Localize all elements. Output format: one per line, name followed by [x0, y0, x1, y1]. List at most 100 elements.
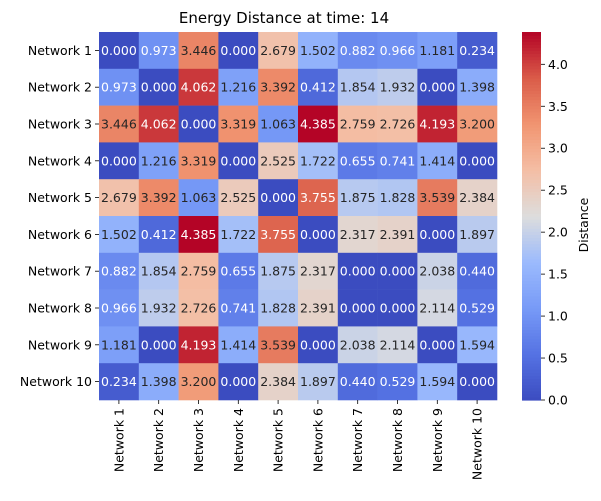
heatmap-cell	[258, 179, 299, 217]
heatmap-cell-value: 0.973	[101, 80, 137, 95]
heatmap-cell	[298, 68, 339, 106]
colorbar-tick-label: 2.0	[548, 225, 568, 240]
heatmap-cell-value: 0.000	[380, 301, 416, 316]
heatmap-cell	[337, 142, 378, 180]
heatmap-cell	[298, 105, 339, 143]
heatmap-cell-value: 0.440	[459, 264, 495, 279]
colorbar-segment	[522, 350, 541, 355]
heatmap-cell	[99, 68, 140, 106]
colorbar-segment	[522, 363, 541, 367]
heatmap-cell-value: 1.932	[141, 301, 177, 316]
colorbar-segment	[522, 381, 541, 386]
col-tick-label: Network 9	[430, 408, 445, 472]
heatmap-cell-value: 0.000	[419, 80, 455, 95]
heatmap-cell	[377, 289, 418, 327]
colorbar-segment	[522, 32, 541, 36]
colorbar-segment	[522, 53, 541, 58]
heatmap-cell	[457, 105, 498, 143]
heatmap-cell-value: 0.000	[101, 43, 137, 58]
colorbar-segment	[522, 387, 541, 392]
colorbar-segment	[522, 157, 541, 162]
heatmap-cell-value: 4.193	[181, 337, 217, 352]
colorbar-segment	[522, 142, 541, 147]
heatmap-cell	[138, 68, 179, 106]
heatmap-cell	[218, 363, 259, 401]
heatmap-cell	[337, 289, 378, 327]
heatmap-cell	[138, 252, 179, 290]
heatmap-cell	[417, 179, 458, 217]
col-tick-label: Network 1	[111, 408, 126, 472]
colorbar-segment	[522, 255, 541, 260]
heatmap-cell	[218, 289, 259, 327]
colorbar-segment	[522, 366, 541, 370]
heatmap-cell-value: 2.679	[260, 43, 296, 58]
heatmap-cell-value: 1.897	[459, 227, 495, 242]
heatmap-cell	[417, 32, 458, 70]
colorbar-segment	[522, 249, 541, 254]
heatmap-cell-value: 0.000	[141, 337, 177, 352]
heatmap-cell-value: 1.828	[260, 301, 296, 316]
colorbar-tick-label: 1.0	[548, 309, 568, 324]
heatmap-cell-value: 0.966	[380, 43, 416, 58]
colorbar-segment	[522, 378, 541, 383]
colorbar-segment	[522, 283, 541, 288]
heatmap-cell	[417, 289, 458, 327]
heatmap-cell	[258, 216, 299, 254]
colorbar-segment	[522, 114, 541, 119]
colorbar-segment	[522, 151, 541, 156]
colorbar-segment	[522, 265, 541, 269]
heatmap-cell	[417, 216, 458, 254]
colorbar-segment	[522, 163, 541, 168]
colorbar-segment	[522, 136, 541, 140]
heatmap-cell-value: 3.319	[220, 117, 256, 132]
heatmap-cell	[457, 289, 498, 327]
colorbar-segment	[522, 237, 541, 242]
heatmap-cell-value: 1.216	[220, 80, 256, 95]
colorbar-segment	[522, 87, 541, 91]
row-tick-label: Network 7	[28, 264, 92, 279]
heatmap-cell-value: 0.000	[101, 153, 137, 168]
heatmap-cell-value: 2.525	[260, 153, 296, 168]
colorbar-segment	[522, 108, 541, 113]
colorbar-segment	[522, 292, 541, 297]
colorbar-segment	[522, 209, 541, 214]
heatmap-cell	[337, 326, 378, 364]
heatmap-cell	[258, 289, 299, 327]
colorbar-segment	[522, 59, 541, 64]
colorbar-segment	[522, 274, 541, 278]
heatmap-cell-value: 1.414	[220, 337, 256, 352]
heatmap-cell	[138, 142, 179, 180]
colorbar-segment	[522, 384, 541, 389]
heatmap-cell	[377, 363, 418, 401]
heatmap-cell-value: 0.655	[340, 153, 376, 168]
heatmap-cell-value: 2.384	[260, 374, 296, 389]
heatmap-cell-value: 0.655	[220, 264, 256, 279]
colorbar-segment	[522, 390, 541, 395]
colorbar-segment	[522, 323, 541, 327]
col-tick-label: Network 3	[191, 408, 206, 472]
colorbar: 0.0 0.5 1.0 1.5 2.0 2.5 3.0 3.5 4.0	[522, 32, 568, 408]
colorbar-segment	[522, 243, 541, 248]
colorbar-segment	[522, 225, 541, 229]
heatmap-cell-value: 2.114	[419, 301, 455, 316]
heatmap-cell	[138, 363, 179, 401]
colorbar-segment	[522, 197, 541, 202]
heatmap-cell-value: 1.063	[260, 117, 296, 132]
colorbar-segment	[522, 360, 541, 364]
heatmap-cell	[138, 326, 179, 364]
heatmap-cell	[178, 216, 219, 254]
colorbar-segment	[522, 50, 541, 55]
heatmap-cell-value: 3.539	[260, 337, 296, 352]
colorbar-segment	[522, 78, 541, 82]
col-tick-label: Network 5	[271, 408, 286, 472]
colorbar-segment	[522, 317, 541, 321]
heatmap-cell	[457, 252, 498, 290]
heatmap-cell-value: 3.755	[260, 227, 296, 242]
colorbar-segment	[522, 222, 541, 226]
colorbar-segment	[522, 154, 541, 159]
colorbar-segment	[522, 329, 541, 334]
colorbar-tick-label: 1.5	[548, 267, 568, 282]
heatmap-cell	[457, 32, 498, 70]
col-tick-label: Network 6	[310, 408, 325, 472]
